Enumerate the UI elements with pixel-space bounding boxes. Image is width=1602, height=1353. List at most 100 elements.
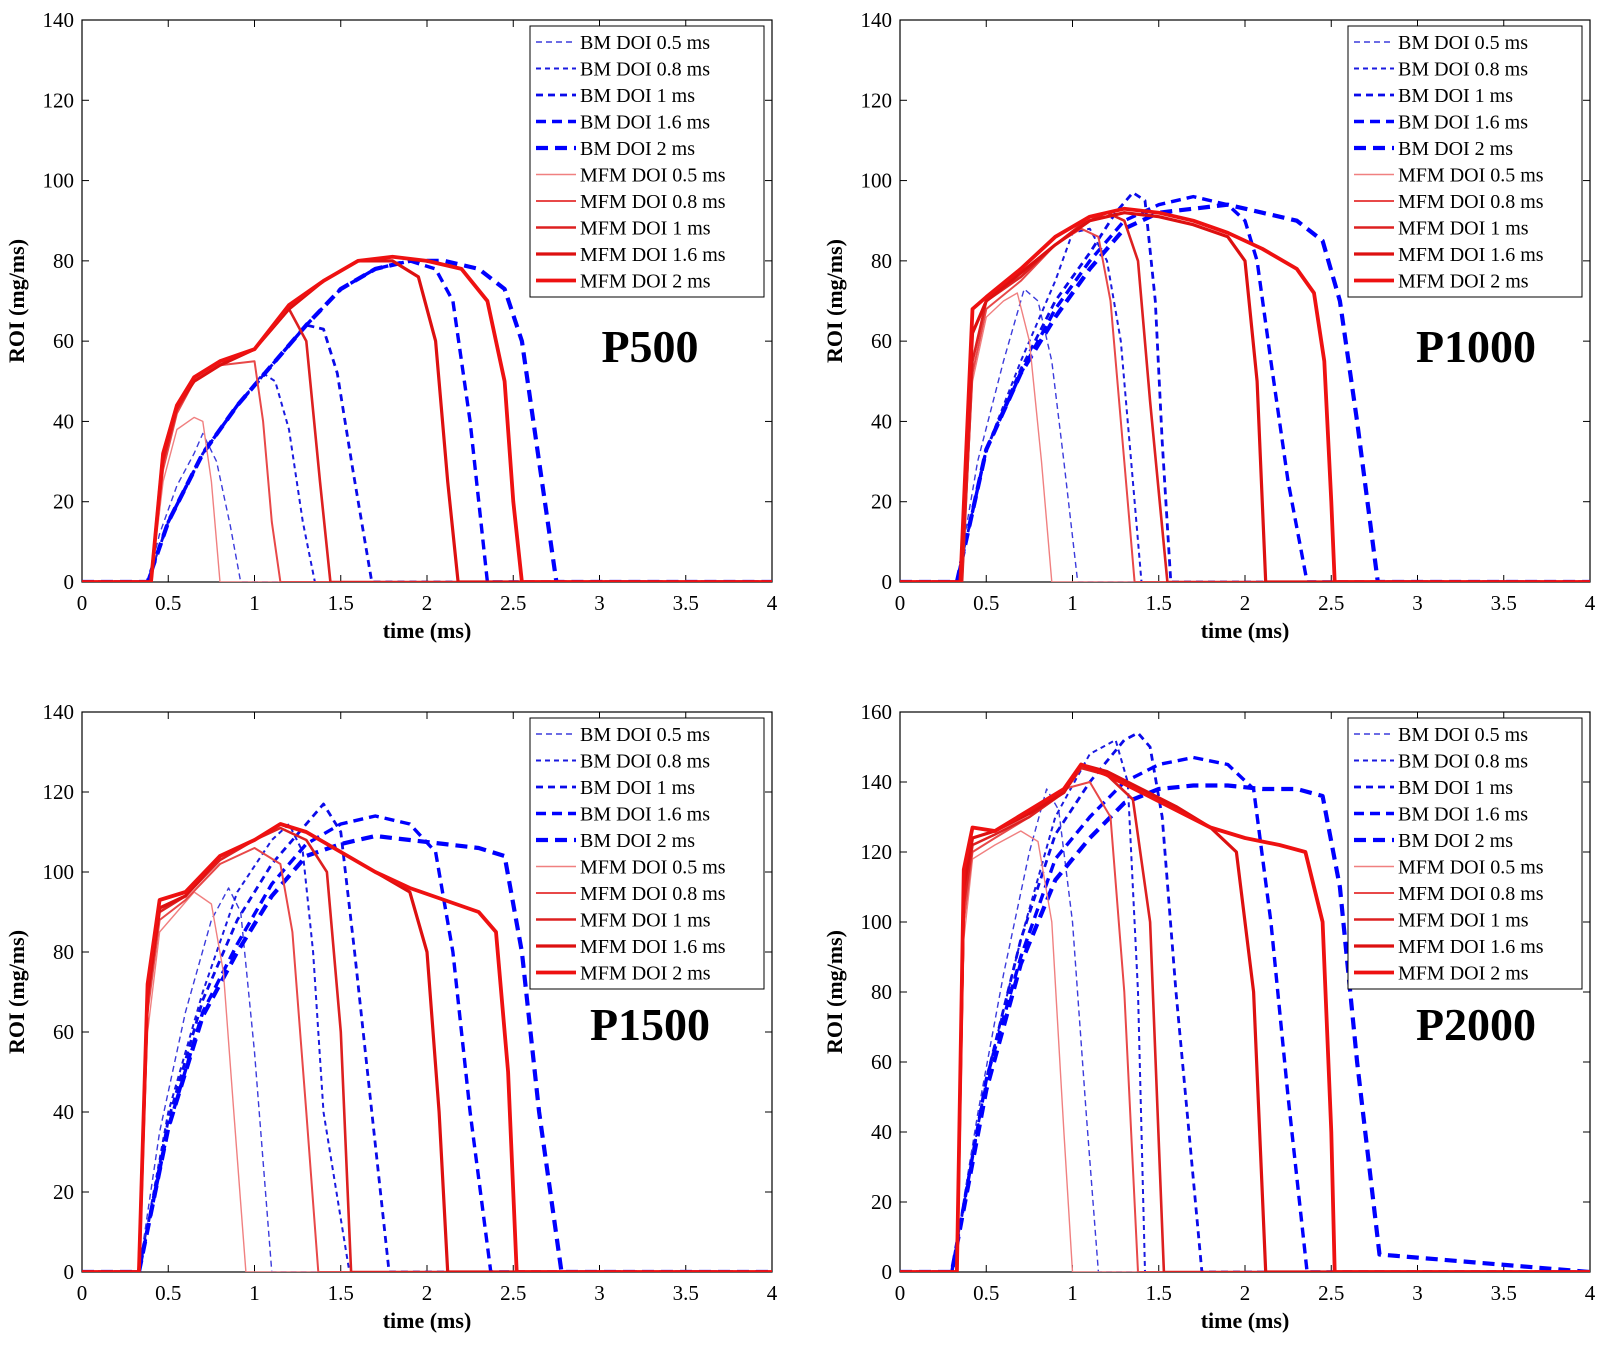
y-axis-label: ROI (mg/ms) bbox=[822, 239, 847, 363]
y-tick-label: 80 bbox=[871, 249, 892, 273]
x-tick-label: 2.5 bbox=[500, 591, 526, 615]
x-tick-label: 1.5 bbox=[1146, 1281, 1172, 1305]
series-line-3 bbox=[900, 755, 1590, 1272]
x-tick-label: 3.5 bbox=[1491, 591, 1517, 615]
legend-label: BM DOI 1 ms bbox=[1398, 777, 1513, 799]
legend-label: BM DOI 1.6 ms bbox=[1398, 804, 1528, 826]
legend-label: BM DOI 0.8 ms bbox=[1398, 751, 1528, 773]
y-tick-label: 60 bbox=[871, 329, 892, 353]
series-line-4 bbox=[900, 783, 1590, 1272]
legend-label: BM DOI 1 ms bbox=[580, 777, 695, 799]
series-line-4 bbox=[900, 202, 1590, 582]
panel-title: P1500 bbox=[590, 999, 710, 1050]
legend-label: BM DOI 2 ms bbox=[580, 138, 695, 160]
y-tick-label: 80 bbox=[871, 980, 892, 1004]
y-tick-label: 40 bbox=[53, 409, 74, 433]
x-axis-label: time (ms) bbox=[1201, 1308, 1290, 1333]
x-tick-label: 3 bbox=[1412, 1281, 1423, 1305]
y-tick-label: 140 bbox=[861, 8, 893, 32]
y-tick-label: 0 bbox=[64, 1260, 75, 1284]
x-axis-label: time (ms) bbox=[383, 618, 472, 643]
legend-label: BM DOI 0.5 ms bbox=[580, 32, 710, 54]
legend-label: BM DOI 1.6 ms bbox=[580, 804, 710, 826]
series-line-9 bbox=[900, 762, 1590, 1272]
series-group bbox=[900, 731, 1590, 1272]
x-tick-label: 1.5 bbox=[328, 591, 354, 615]
series-line-3 bbox=[82, 814, 772, 1272]
legend-box bbox=[1347, 25, 1583, 298]
x-tick-label: 2.5 bbox=[1318, 591, 1344, 615]
y-tick-label: 100 bbox=[861, 910, 893, 934]
x-axis-label: time (ms) bbox=[383, 1308, 472, 1333]
panel-title: P1000 bbox=[1416, 321, 1536, 372]
series-line-9 bbox=[82, 822, 772, 1272]
y-tick-label: 140 bbox=[43, 8, 75, 32]
panel-0: 0 0.5 1 1.5 2 2.5 3 3.5 4020406080100120140time … bbox=[4, 8, 778, 643]
x-axis-label: time (ms) bbox=[1201, 618, 1290, 643]
legend-label: MFM DOI 1 ms bbox=[1398, 910, 1529, 932]
y-tick-label: 120 bbox=[861, 88, 893, 112]
x-tick-label: 0 bbox=[895, 591, 906, 615]
legend-label: MFM DOI 0.5 ms bbox=[1398, 857, 1544, 879]
y-tick-label: 40 bbox=[871, 1120, 892, 1144]
legend-box bbox=[1347, 717, 1583, 990]
x-tick-label: 4 bbox=[767, 591, 778, 615]
series-group bbox=[82, 254, 772, 582]
legend-box bbox=[529, 717, 765, 990]
y-tick-label: 120 bbox=[43, 88, 75, 112]
x-tick-label: 0.5 bbox=[155, 1281, 181, 1305]
y-tick-label: 80 bbox=[53, 940, 74, 964]
series-line-4 bbox=[82, 258, 772, 582]
legend-label: BM DOI 2 ms bbox=[580, 830, 695, 852]
y-tick-label: 0 bbox=[882, 570, 893, 594]
panel-1: 0 0.5 1 1.5 2 2.5 3 3.5 4020406080100120140time … bbox=[822, 8, 1596, 643]
y-tick-label: 20 bbox=[53, 1180, 74, 1204]
legend-label: BM DOI 1 ms bbox=[580, 85, 695, 107]
legend-label: BM DOI 1 ms bbox=[1398, 85, 1513, 107]
series-group bbox=[82, 802, 772, 1272]
y-tick-label: 160 bbox=[861, 700, 893, 724]
legend-label: MFM DOI 0.8 ms bbox=[1398, 191, 1544, 213]
x-tick-label: 1 bbox=[1067, 1281, 1078, 1305]
series-line-3 bbox=[900, 194, 1590, 582]
y-tick-label: 120 bbox=[861, 840, 893, 864]
x-tick-label: 0 bbox=[895, 1281, 906, 1305]
x-tick-label: 3.5 bbox=[673, 591, 699, 615]
y-tick-label: 20 bbox=[871, 1190, 892, 1214]
x-tick-label: 0 bbox=[77, 591, 88, 615]
x-tick-label: 0.5 bbox=[973, 591, 999, 615]
panel-title: P2000 bbox=[1416, 999, 1536, 1050]
legend-label: MFM DOI 1 ms bbox=[580, 218, 711, 240]
legend-label: MFM DOI 1.6 ms bbox=[580, 244, 726, 266]
x-tick-label: 4 bbox=[767, 1281, 778, 1305]
legend-label: MFM DOI 1.6 ms bbox=[1398, 244, 1544, 266]
x-tick-label: 1.5 bbox=[328, 1281, 354, 1305]
legend-label: MFM DOI 1 ms bbox=[580, 910, 711, 932]
legend-label: MFM DOI 0.5 ms bbox=[1398, 165, 1544, 187]
series-group bbox=[900, 191, 1590, 582]
y-axis-label: ROI (mg/ms) bbox=[4, 239, 29, 363]
y-tick-label: 120 bbox=[43, 780, 75, 804]
x-tick-label: 3 bbox=[594, 591, 605, 615]
legend-label: MFM DOI 2 ms bbox=[1398, 271, 1529, 293]
x-tick-label: 4 bbox=[1585, 591, 1596, 615]
y-tick-label: 100 bbox=[43, 169, 75, 193]
panel-3: 0 0.5 1 1.5 2 2.5 3 3.5 4020406080100120140160ti… bbox=[822, 700, 1596, 1333]
y-tick-label: 140 bbox=[861, 770, 893, 794]
y-tick-label: 80 bbox=[53, 249, 74, 273]
y-axis-label: ROI (mg/ms) bbox=[822, 930, 847, 1054]
legend-label: BM DOI 0.5 ms bbox=[1398, 724, 1528, 746]
y-tick-label: 60 bbox=[53, 1020, 74, 1044]
y-axis-label: ROI (mg/ms) bbox=[4, 930, 29, 1054]
y-tick-label: 0 bbox=[64, 570, 75, 594]
series-line-0 bbox=[900, 788, 1590, 1272]
series-line-2 bbox=[82, 802, 772, 1272]
x-tick-label: 3 bbox=[1412, 591, 1423, 615]
legend-label: MFM DOI 2 ms bbox=[580, 271, 711, 293]
y-tick-label: 60 bbox=[871, 1050, 892, 1074]
series-line-9 bbox=[900, 206, 1590, 582]
legend-label: MFM DOI 1.6 ms bbox=[1398, 936, 1544, 958]
legend-label: BM DOI 0.8 ms bbox=[1398, 59, 1528, 81]
legend-label: BM DOI 1.6 ms bbox=[580, 112, 710, 134]
